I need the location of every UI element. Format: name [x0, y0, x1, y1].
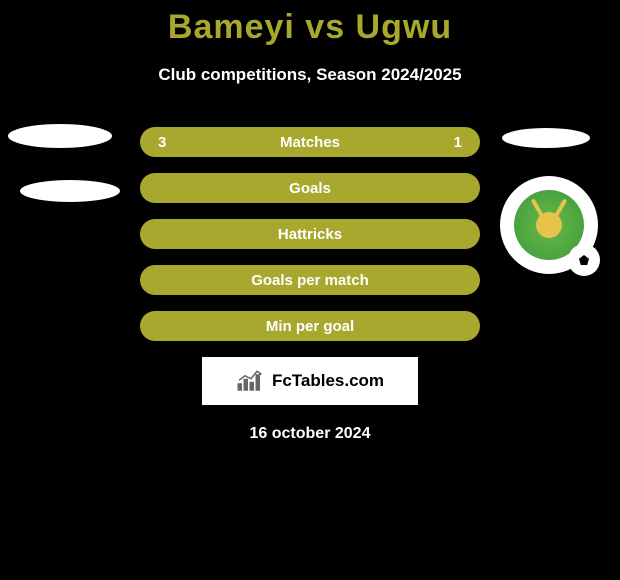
stat-label: Goals — [289, 180, 331, 197]
stat-label: Hattricks — [278, 226, 342, 243]
stat-bar: Matches 3 1 — [140, 127, 480, 157]
fctables-chart-icon — [236, 369, 266, 393]
stat-bar: Goals — [140, 173, 480, 203]
date-text: 16 october 2024 — [250, 425, 371, 442]
stat-row: Matches 3 1 — [0, 127, 620, 157]
page-title: Bameyi vs Ugwu — [0, 0, 620, 47]
stat-bar: Goals per match — [140, 265, 480, 295]
stat-label: Goals per match — [251, 272, 369, 289]
stats-container: Matches 3 1 Goals Hattricks Goals per match Mi… — [0, 127, 620, 341]
stat-value-right: 1 — [454, 134, 462, 151]
title-text: Bameyi vs Ugwu — [168, 8, 452, 46]
stat-row: Min per goal — [0, 311, 620, 341]
subtitle: Club competitions, Season 2024/2025 — [0, 65, 620, 85]
stat-bar: Min per goal — [140, 311, 480, 341]
subtitle-text: Club competitions, Season 2024/2025 — [158, 65, 461, 84]
stat-row: Hattricks — [0, 219, 620, 249]
fctables-text: FcTables.com — [272, 371, 384, 391]
fctables-badge: FcTables.com — [202, 357, 418, 405]
stat-row: Goals — [0, 173, 620, 203]
stat-value-left: 3 — [158, 134, 166, 151]
stat-row: Goals per match — [0, 265, 620, 295]
date-line: 16 october 2024 — [0, 425, 620, 443]
stat-label: Matches — [280, 134, 340, 151]
stat-bar: Hattricks — [140, 219, 480, 249]
stat-label: Min per goal — [266, 318, 354, 335]
